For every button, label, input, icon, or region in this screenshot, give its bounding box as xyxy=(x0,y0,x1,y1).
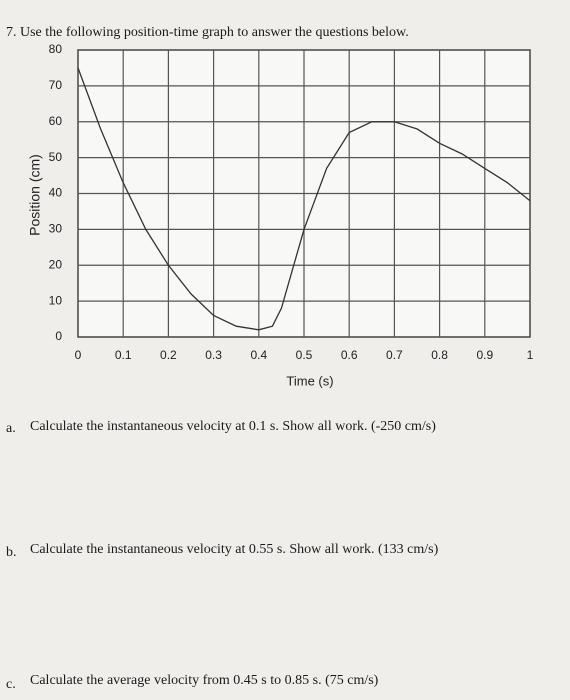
part-text: Calculate the instantaneous velocity at … xyxy=(30,542,439,557)
y-tick-label: 60 xyxy=(49,114,63,128)
x-axis-label: Time (s) xyxy=(286,373,333,388)
part-text: Calculate the instantaneous velocity at … xyxy=(30,419,436,434)
x-tick-label: 0.7 xyxy=(386,348,403,362)
x-tick-label: 0.1 xyxy=(115,348,132,362)
y-tick-label: 40 xyxy=(49,186,63,200)
part-label: b. xyxy=(6,545,17,560)
part-label: a. xyxy=(6,421,16,436)
question: 7. Use the following position-time graph… xyxy=(6,25,409,40)
y-tick-label: 20 xyxy=(49,257,63,271)
part-text: Calculate the average velocity from 0.45… xyxy=(30,673,379,688)
x-tick-label: 0.3 xyxy=(205,348,222,362)
x-tick-label: 0.5 xyxy=(296,348,313,362)
x-tick-label: 0.6 xyxy=(341,348,358,362)
x-tick-label: 0.4 xyxy=(250,348,267,362)
x-tick-label: 0.9 xyxy=(476,348,493,362)
y-tick-label: 10 xyxy=(49,293,63,307)
x-tick-label: 0.2 xyxy=(160,348,177,362)
part-label: c. xyxy=(6,677,16,692)
x-tick-label: 1 xyxy=(527,348,534,362)
x-tick-label: 0 xyxy=(75,348,82,362)
y-axis-label: Position (cm) xyxy=(27,154,43,236)
x-tick-label: 0.8 xyxy=(431,348,448,362)
y-tick-label: 80 xyxy=(49,42,63,56)
y-tick-label: 30 xyxy=(49,222,63,236)
y-tick-label: 0 xyxy=(55,329,62,343)
y-tick-label: 50 xyxy=(49,150,63,164)
y-tick-label: 70 xyxy=(49,78,63,92)
position-curve xyxy=(77,67,531,331)
